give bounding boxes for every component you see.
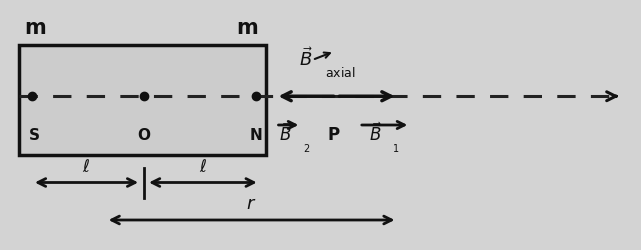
Text: m: m xyxy=(24,18,46,38)
Text: $r$: $r$ xyxy=(246,195,257,213)
Text: $\vec{B}$: $\vec{B}$ xyxy=(299,47,313,70)
Text: $_2$: $_2$ xyxy=(303,141,310,155)
Text: P: P xyxy=(328,126,339,144)
Text: $_1$: $_1$ xyxy=(392,141,400,155)
Bar xyxy=(19,45,266,155)
Text: $\vec{B}$: $\vec{B}$ xyxy=(279,122,292,145)
Text: $\vec{B}$: $\vec{B}$ xyxy=(369,122,382,145)
Text: $\ell$: $\ell$ xyxy=(199,159,207,176)
Text: O: O xyxy=(138,128,151,142)
Text: $\ell$: $\ell$ xyxy=(83,159,90,176)
Text: m: m xyxy=(236,18,258,38)
Text: $\mathregular{axial}$: $\mathregular{axial}$ xyxy=(325,66,356,80)
Text: S: S xyxy=(28,128,40,142)
Text: N: N xyxy=(250,128,263,142)
